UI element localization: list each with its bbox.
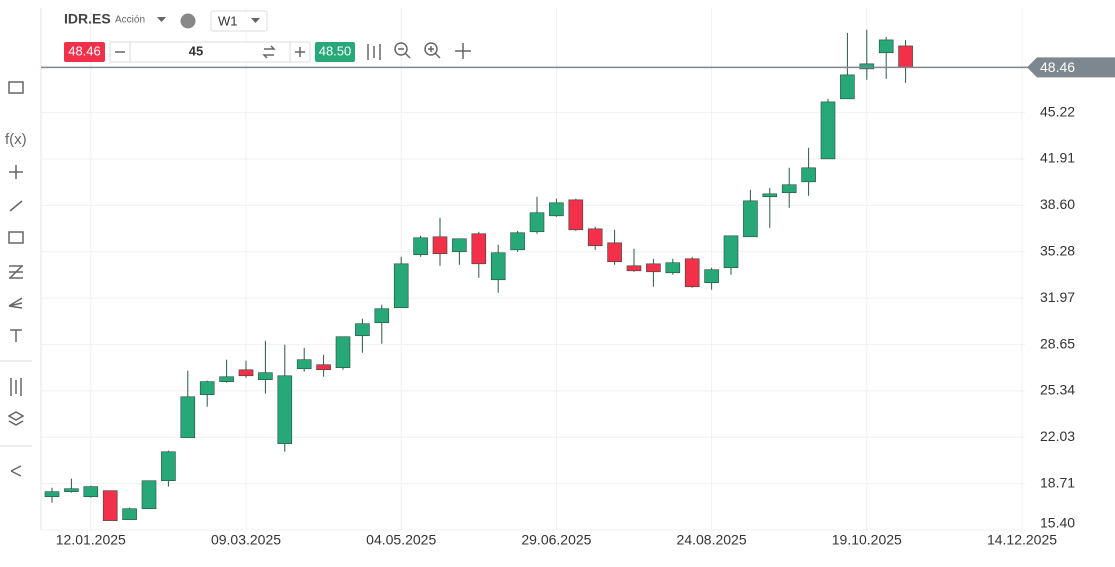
quantity[interactable]: 45 <box>189 43 203 58</box>
timeframe-arrow <box>251 18 260 23</box>
candle-body <box>374 308 390 324</box>
fib-icon[interactable] <box>9 265 23 279</box>
share-icon[interactable] <box>10 465 22 477</box>
candle-body <box>607 242 622 263</box>
candle-body <box>452 238 467 253</box>
candle-body <box>840 74 855 100</box>
x-tick-label: 19.10.2025 <box>832 532 902 548</box>
candle-body <box>646 263 661 273</box>
y-tick-label: 41.91 <box>1040 150 1075 166</box>
candle-body <box>665 262 681 274</box>
swap-icon[interactable] <box>262 45 276 59</box>
candle-body <box>180 396 196 438</box>
candle-body <box>878 39 894 54</box>
candle-body <box>743 200 758 238</box>
candle-body <box>161 451 176 482</box>
y-tick-label: 31.97 <box>1040 289 1075 305</box>
last-price-tag <box>1027 57 1115 78</box>
left-toolbar: f(x) <box>0 81 32 477</box>
zoom-out-icon[interactable] <box>394 42 408 56</box>
candle-body <box>83 486 99 497</box>
crosshair-icon[interactable] <box>9 165 23 179</box>
candle-body <box>335 336 351 368</box>
x-tick-label: 24.08.2025 <box>677 532 747 548</box>
y-tick-label: 28.65 <box>1040 335 1075 351</box>
chart-type-icon[interactable] <box>367 44 381 60</box>
candle-body <box>859 63 875 70</box>
candle-body <box>898 45 913 68</box>
info-icon[interactable] <box>180 13 196 29</box>
candle-body <box>316 364 331 371</box>
candle-body <box>355 323 370 337</box>
sell-price: 48.46 <box>68 43 101 58</box>
candle-body <box>723 235 739 269</box>
symbol-dropdown[interactable] <box>157 17 166 22</box>
candle-body <box>626 265 642 272</box>
candle-body <box>296 359 312 370</box>
line-icon[interactable] <box>9 200 23 212</box>
candle-body <box>122 508 137 520</box>
last-price-label: 48.46 <box>1040 59 1075 75</box>
candle-body <box>781 184 797 194</box>
candle-body <box>510 232 525 251</box>
candles-icon[interactable] <box>10 378 22 396</box>
candle-body <box>587 228 603 247</box>
y-tick-label: 18.71 <box>1040 474 1075 490</box>
x-tick-label: 04.05.2025 <box>366 532 436 548</box>
candle-body <box>64 488 79 492</box>
buy-button[interactable] <box>315 42 355 62</box>
y-tick-label: 15.40 <box>1040 515 1075 531</box>
candle-body <box>820 101 836 160</box>
y-tick-label: 22.03 <box>1040 428 1075 444</box>
plot <box>44 29 913 521</box>
fan-icon[interactable] <box>8 297 23 309</box>
x-tick-label: 09.03.2025 <box>211 532 281 548</box>
candle-body <box>102 490 118 521</box>
quantity-box <box>109 41 311 63</box>
layers-icon[interactable] <box>7 411 25 426</box>
symbol[interactable]: IDR.ES <box>64 11 111 27</box>
x-tick-label: 29.06.2025 <box>521 532 591 548</box>
indicator-icon[interactable]: f(x) <box>5 131 27 148</box>
candle-body <box>801 167 816 183</box>
y-tick-label: 25.34 <box>1040 382 1075 398</box>
candle-body <box>529 212 545 233</box>
timeframe-select[interactable] <box>210 10 268 32</box>
asset-type: Acción <box>115 15 145 26</box>
plus-button[interactable] <box>295 47 305 57</box>
candle-body <box>568 199 584 231</box>
y-tick-label: 35.28 <box>1040 242 1075 258</box>
candle-body <box>238 369 254 377</box>
text-icon[interactable] <box>10 329 22 342</box>
candle-body <box>199 381 215 395</box>
candle-body <box>393 263 409 309</box>
x-tick-label: 12.01.2025 <box>56 532 126 548</box>
candle-body <box>258 372 273 380</box>
candle-body <box>432 236 448 255</box>
candle-body <box>44 491 60 497</box>
sell-button[interactable] <box>64 42 105 62</box>
panel-icon[interactable] <box>8 81 24 94</box>
candle-body <box>704 269 719 284</box>
candle-body <box>549 202 564 217</box>
candle-body <box>762 193 778 198</box>
candle-body <box>277 375 293 444</box>
x-tick-label: 14.12.2025 <box>987 532 1057 548</box>
candle-body <box>471 233 487 265</box>
buy-price: 48.50 <box>319 43 352 58</box>
candle-body <box>490 252 506 281</box>
pan-icon[interactable] <box>455 43 471 59</box>
candle-body <box>684 258 700 288</box>
candle-body <box>219 376 234 382</box>
candle-body <box>141 480 157 510</box>
y-tick-label: 45.22 <box>1040 103 1075 119</box>
top-toolbar: IDR.ES Acción W1 48.46 45 48.50 <box>64 10 471 63</box>
rect-icon[interactable] <box>8 231 24 244</box>
candle-body <box>413 237 428 256</box>
y-tick-label: 38.60 <box>1040 196 1075 212</box>
zoom-in-icon[interactable] <box>424 42 438 56</box>
timeframe: W1 <box>218 13 238 28</box>
